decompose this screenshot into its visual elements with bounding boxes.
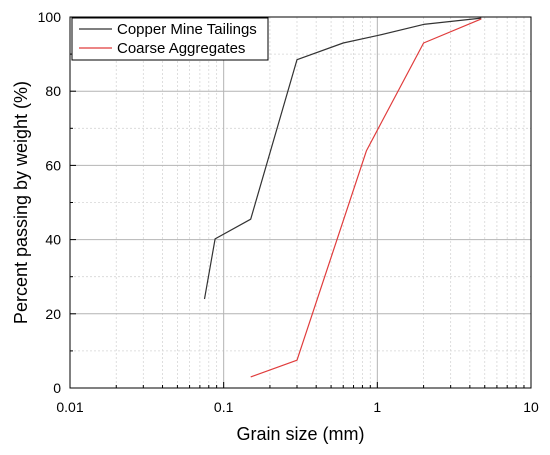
- minor-gridlines: [70, 17, 531, 388]
- legend-box: [71, 17, 269, 61]
- x-tick-labels: 0.01 0.1 1 10: [56, 399, 539, 415]
- y-axis-title: Percent passing by weight (%): [11, 81, 31, 324]
- x-tick-label: 1: [373, 399, 381, 415]
- legend-label: Coarse Aggregates: [117, 40, 245, 57]
- x-tick-label: 0.1: [214, 399, 234, 415]
- legend-label: Copper Mine Tailings: [117, 21, 257, 38]
- series-lines: [203, 17, 482, 378]
- y-tick-label: 60: [45, 157, 61, 173]
- y-tick-label: 40: [45, 232, 61, 248]
- y-tick-labels: 0 20 40 60 80 100: [38, 9, 62, 396]
- y-tick-label: 80: [45, 83, 61, 99]
- y-tick-label: 0: [53, 380, 61, 396]
- y-tick-label: 20: [45, 306, 61, 322]
- x-tick-label: 10: [523, 399, 539, 415]
- series-line-1: [203, 17, 482, 300]
- x-axis-title: Grain size (mm): [236, 424, 364, 444]
- x-tick-label: 0.01: [56, 399, 83, 415]
- legend: Copper Mine Tailings Coarse Aggregates: [71, 17, 269, 61]
- y-tick-label: 100: [38, 9, 62, 25]
- series-line-2: [250, 18, 482, 378]
- axis-ticks: [69, 16, 532, 389]
